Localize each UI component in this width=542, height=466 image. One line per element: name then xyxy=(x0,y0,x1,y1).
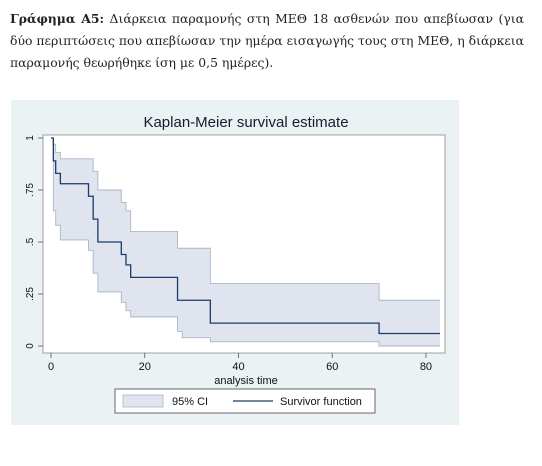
ci-band-layer xyxy=(51,137,440,347)
y-tick-label: .25 xyxy=(25,287,36,301)
caption-label: Γράφημα Α5: xyxy=(10,11,105,26)
legend-ci-label: 95% CI xyxy=(172,396,208,408)
figure-caption: Γράφημα Α5: Διάρκεια παραμονής στη ΜΕΘ 1… xyxy=(10,8,524,74)
x-axis-label: analysis time xyxy=(214,375,278,387)
km-chart: Kaplan-Meier survival estimate 0 20 40 60 80… xyxy=(11,100,459,425)
y-tick-label: 1 xyxy=(25,135,36,141)
legend: 95% CI Survivor function xyxy=(114,388,376,414)
ci-lower-line xyxy=(51,137,440,347)
chart-title: Kaplan-Meier survival estimate xyxy=(143,114,348,131)
y-tick-label: .75 xyxy=(25,183,36,197)
legend-survivor-label: Survivor function xyxy=(280,396,362,408)
y-tick-label: 0 xyxy=(25,343,36,349)
legend-ci-swatch xyxy=(122,394,164,408)
survivor-function-line xyxy=(51,137,440,335)
x-tick-label: 60 xyxy=(326,361,338,373)
ci-band-area xyxy=(51,138,440,346)
km-figure: Kaplan-Meier survival estimate 0 20 40 60 80… xyxy=(11,100,459,425)
y-tick-label: .5 xyxy=(25,237,36,246)
axes-layer: 0 20 40 60 80 0 .25 .5 .75 1 xyxy=(25,135,432,373)
x-tick-label: 20 xyxy=(139,361,151,373)
x-tick-label: 80 xyxy=(420,361,432,373)
ci-upper-line xyxy=(51,137,440,301)
caption-text: Διάρκεια παραμονής στη ΜΕΘ 18 ασθενών πο… xyxy=(10,11,524,70)
x-tick-label: 0 xyxy=(48,361,54,373)
x-tick-label: 40 xyxy=(232,361,244,373)
survivor-line-layer xyxy=(51,137,440,335)
